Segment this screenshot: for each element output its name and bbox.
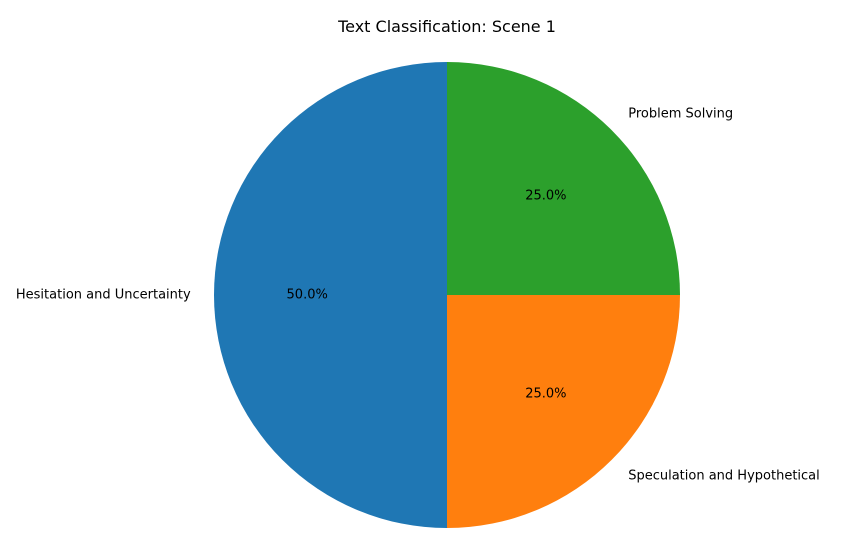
pie-slice-0	[214, 62, 447, 528]
pie-slice-1	[447, 295, 680, 528]
pie-slice-percent-0: 50.0%	[287, 288, 328, 303]
pie-slices	[214, 62, 680, 528]
pie-slice-percent-1: 25.0%	[525, 386, 566, 401]
pie-slice-percent-2: 25.0%	[525, 189, 566, 204]
pie-slice-label-0: Hesitation and Uncertainty	[16, 288, 191, 303]
pie-slice-label-2: Problem Solving	[628, 106, 733, 121]
pie-slice-label-1: Speculation and Hypothetical	[628, 469, 820, 484]
pie-slice-2	[447, 62, 680, 295]
chart-title: Text Classification: Scene 1	[337, 17, 556, 36]
pie-labels: 50.0% Hesitation and Uncertainty 25.0% Spec…	[16, 106, 820, 483]
